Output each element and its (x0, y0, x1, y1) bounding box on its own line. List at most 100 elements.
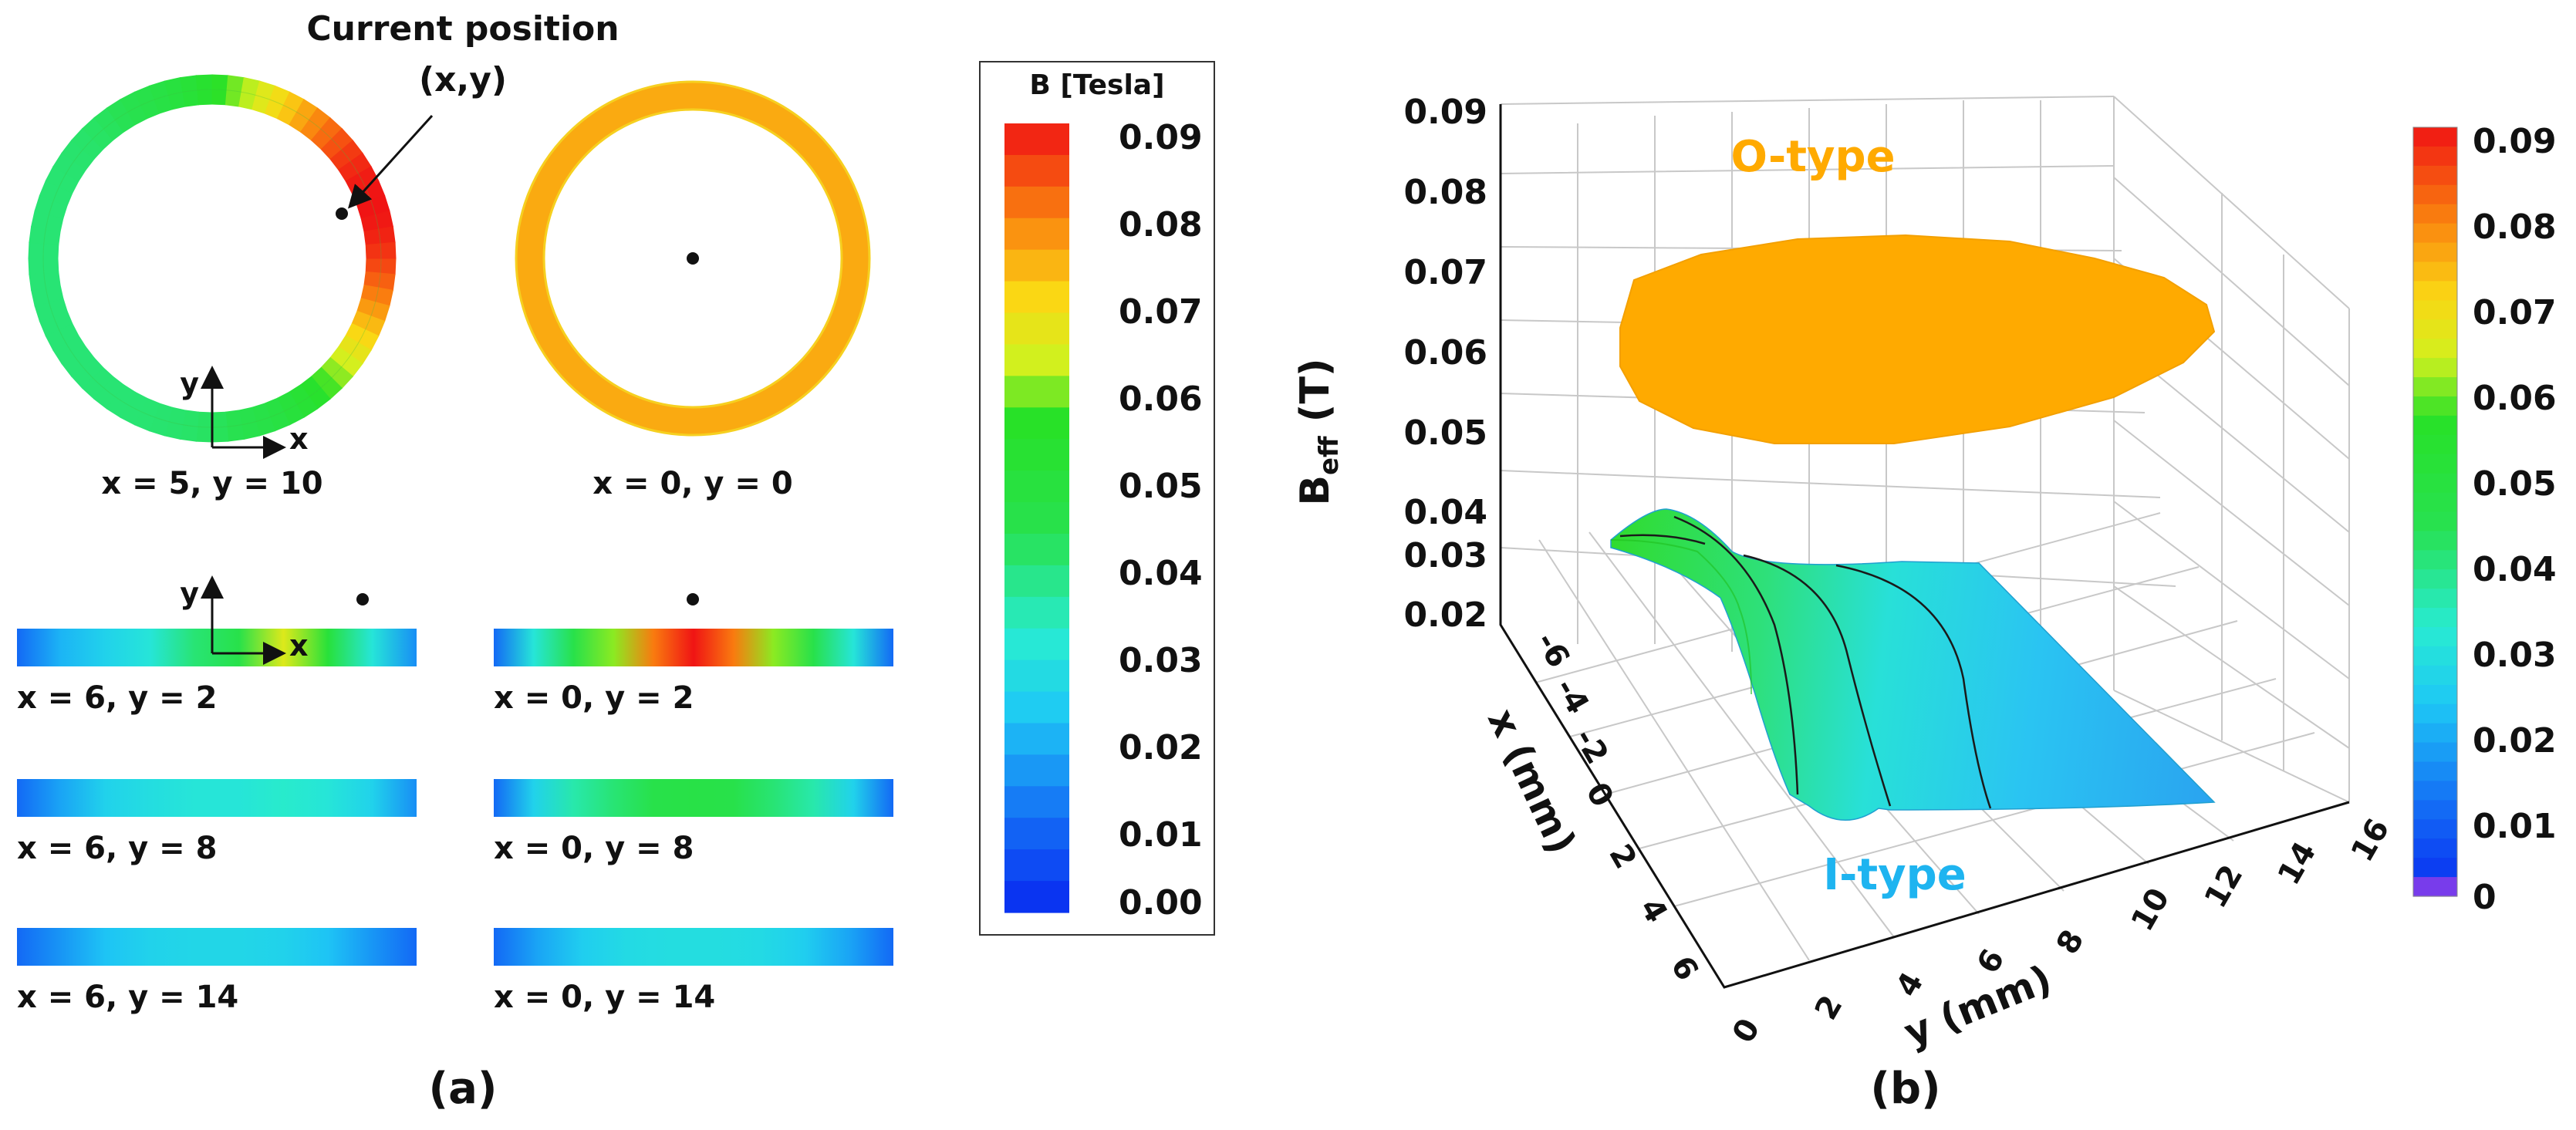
colorbar-swatch (2413, 800, 2457, 820)
y-tick: 14 (2271, 836, 2324, 891)
strip-view: x = 0, y = 8 (494, 779, 893, 866)
ring-view-offset: Current position (x,y) y x x = 5, y = 10 (28, 9, 620, 501)
o-type-surface (1619, 234, 2216, 444)
colorbar-tick: 0.07 (2473, 293, 2557, 332)
z-tick: 0.07 (1403, 253, 1487, 292)
contour-line (1835, 564, 1992, 809)
colorbar-swatch (1004, 123, 1069, 156)
colorbar-tick: 0.01 (2473, 807, 2557, 846)
colorbar-swatch (1004, 659, 1069, 693)
colorbar-swatch (1004, 471, 1069, 503)
colorbar-tick: 0.04 (1119, 554, 1203, 593)
strip-view: x = 0, y = 2 (494, 593, 893, 716)
colorbar-swatch (1004, 407, 1069, 440)
colorbar-swatch (1004, 312, 1069, 346)
colorbar-swatch (1004, 754, 1069, 787)
colorbar-tick: 0.08 (1119, 205, 1203, 245)
colorbar-a-swatches (1004, 123, 1069, 913)
annotation-subtitle: (x,y) (419, 60, 507, 100)
colorbar-swatch (1004, 596, 1069, 629)
strip-field (494, 779, 893, 817)
colorbar-tick: 0.03 (1119, 641, 1203, 680)
z-axis-label-main: B (1292, 475, 1339, 506)
contour-line (1743, 554, 1892, 807)
strip-label: x = 6, y = 8 (17, 831, 217, 866)
colorbar-swatch (2413, 165, 2457, 186)
colorbar-b-frame (2412, 126, 2458, 897)
colorbar-swatch (2413, 492, 2457, 513)
contour-line (1673, 515, 1799, 795)
strip-label: x = 0, y = 2 (494, 680, 694, 716)
colorbar-swatch (1004, 376, 1069, 408)
panel-b: O-type I-type 0.09 0.08 0.07 0.06 0.05 0… (1292, 93, 2557, 1114)
colorbar-tick: 0.05 (1119, 467, 1203, 506)
ring-uniform-field (515, 81, 870, 436)
colorbar-swatch (1004, 186, 1069, 219)
colorbar-tick: 0.04 (2473, 550, 2557, 589)
colorbar-swatch (2413, 339, 2457, 359)
colorbar-swatch (2413, 646, 2457, 666)
colorbar-swatch (2413, 589, 2457, 609)
colorbar-swatch (2413, 319, 2457, 339)
strip-field (494, 629, 893, 666)
colorbar-swatch (2413, 281, 2457, 301)
position-arrow (347, 114, 434, 209)
position-dot (356, 593, 369, 605)
colorbar-swatch (2413, 819, 2457, 839)
colorbar-swatch (2413, 146, 2457, 167)
x-axis-label: x (289, 629, 309, 663)
colorbar-swatch (2413, 511, 2457, 532)
colorbar-b: 0.09 0.08 0.07 0.06 0.05 0.04 0.03 0.02 … (2412, 122, 2557, 917)
strip-field (17, 629, 417, 666)
colorbar-tick: 0.06 (1119, 379, 1203, 419)
colorbar-tick: 0.08 (2473, 207, 2557, 247)
colorbar-swatch (2413, 858, 2457, 878)
position-dot (687, 593, 699, 605)
colorbar-swatch (1004, 154, 1069, 187)
center-dot (687, 252, 699, 265)
y-tick: 4 (1889, 966, 1931, 1003)
colorbar-swatch (1004, 818, 1069, 850)
ring-view-label-1: x = 5, y = 10 (101, 466, 322, 501)
colorbar-swatch (2413, 434, 2457, 455)
colorbar-swatch (2413, 608, 2457, 628)
strip-label: x = 0, y = 14 (494, 980, 715, 1015)
strip-view: x = 6, y = 14 (17, 928, 417, 1015)
colorbar-swatch (2413, 665, 2457, 686)
colorbar-swatch (2413, 415, 2457, 436)
colorbar-tick: 0.09 (1119, 118, 1203, 157)
colorbar-swatch (1004, 218, 1069, 251)
colorbar-swatch (2413, 627, 2457, 647)
colorbar-swatch (2413, 838, 2457, 858)
colorbar-swatch (2413, 454, 2457, 474)
colorbar-swatch (2413, 761, 2457, 782)
colorbar-tick: 0.03 (2473, 636, 2557, 675)
z-axis-label: Beff (T) (1292, 358, 1345, 505)
plot-box-edges (1499, 104, 2350, 989)
y-tick: 2 (1808, 990, 1850, 1026)
x-tick: -6 (1528, 626, 1576, 673)
colorbar-tick: 0.02 (1119, 728, 1203, 767)
y-axis-label: y (180, 366, 199, 400)
z-axis-label-unit: (T) (1292, 358, 1339, 436)
i-type-surface (1610, 508, 2216, 821)
colorbar-swatch (2413, 569, 2457, 589)
strip-label: x = 6, y = 2 (17, 680, 217, 716)
colorbar-swatch (2413, 358, 2457, 378)
annotation-title: Current position (306, 9, 619, 49)
colorbar-swatch (1004, 881, 1069, 913)
x-tick: -2 (1567, 723, 1615, 770)
colorbar-swatch (2413, 473, 2457, 494)
colorbar-swatch (1004, 249, 1069, 282)
colorbar-swatch (2413, 300, 2457, 320)
z-tick: 0.03 (1403, 536, 1487, 575)
colorbar-tick: 0.05 (2473, 464, 2557, 504)
strip-field (17, 928, 417, 966)
contour-line (1619, 534, 1706, 545)
colorbar-swatch (1004, 628, 1069, 661)
contour-lines (1619, 515, 1992, 809)
colorbar-swatch (1004, 533, 1069, 566)
colorbar-swatch (1004, 344, 1069, 376)
colorbar-tick: 0.06 (2473, 379, 2557, 418)
colorbar-swatch (2413, 242, 2457, 263)
